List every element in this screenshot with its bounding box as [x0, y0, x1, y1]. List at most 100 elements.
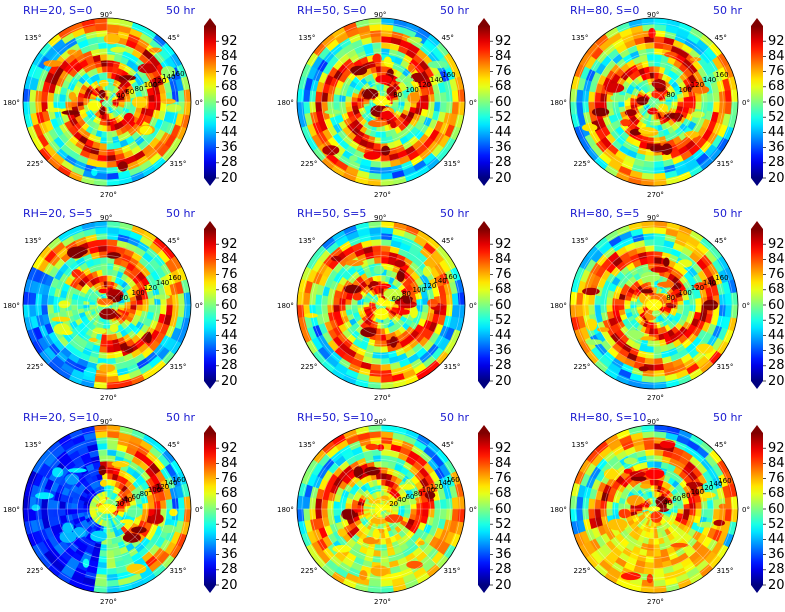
field-patch	[640, 289, 654, 294]
field-cell	[101, 334, 108, 342]
field-patch	[389, 336, 398, 348]
field-cell	[332, 101, 340, 110]
field-cell	[370, 160, 382, 169]
field-patch	[160, 98, 176, 105]
colorbar-gradient	[204, 229, 216, 381]
field-cell	[428, 93, 436, 103]
field-cell	[712, 101, 721, 113]
grid-spoke	[106, 42, 167, 103]
field-cell	[653, 47, 663, 55]
field-cell	[439, 91, 448, 103]
field-cell	[106, 346, 115, 354]
field-cell	[653, 250, 663, 258]
field-patch	[131, 96, 148, 109]
field-cell	[643, 160, 655, 169]
field-patch	[383, 56, 392, 67]
field-cell	[106, 143, 115, 151]
field-patch	[98, 79, 109, 87]
grid-circle	[574, 22, 734, 182]
field-cell	[439, 508, 448, 520]
field-cell	[124, 304, 132, 310]
field-patch	[322, 145, 340, 156]
colorbar-gradient	[204, 433, 216, 585]
colorbar	[204, 221, 219, 389]
field-cell	[326, 93, 334, 103]
grid-circle	[86, 284, 128, 326]
grid-spoke	[47, 245, 108, 306]
field-patch	[410, 72, 425, 83]
field-cell	[410, 508, 418, 515]
grid-circle	[370, 91, 392, 113]
field-cell	[599, 93, 607, 103]
field-patch	[67, 468, 87, 473]
field-cell	[96, 567, 108, 576]
colorbar	[204, 425, 219, 593]
field-patch	[127, 505, 142, 518]
field-patch	[68, 92, 77, 101]
field-cell	[332, 501, 340, 510]
field-cell	[653, 363, 665, 372]
field-cell	[40, 304, 49, 316]
field-cell	[380, 160, 392, 169]
field-cell	[701, 93, 709, 103]
field-cell	[653, 352, 663, 360]
field-cell	[23, 291, 31, 306]
colorbar-extend-min	[478, 585, 490, 593]
field-cell	[98, 250, 108, 258]
field-cell	[375, 131, 382, 139]
field-patch	[650, 266, 669, 273]
grid-circle	[77, 72, 137, 132]
field-cell	[398, 101, 406, 107]
field-cell	[695, 94, 703, 103]
field-patch	[427, 298, 438, 308]
field-patch	[664, 51, 677, 58]
field-patch	[106, 252, 121, 259]
field-cell	[326, 296, 334, 306]
field-cell	[106, 221, 121, 229]
colorbar-extend-max	[204, 18, 216, 26]
grid-circle	[594, 42, 714, 162]
polar-panel-4	[22, 220, 192, 390]
field-cell	[356, 97, 364, 103]
grid-circle	[47, 245, 167, 365]
field-cell	[649, 322, 655, 330]
grid-spoke	[321, 42, 382, 103]
field-cell	[106, 65, 113, 73]
field-patch	[406, 36, 422, 44]
field-patch	[372, 99, 391, 105]
field-patch	[103, 33, 121, 45]
field-cell	[98, 47, 108, 55]
field-cell	[646, 346, 655, 354]
field-cell	[148, 297, 156, 306]
field-patch	[123, 112, 135, 125]
polar-panel-6	[569, 220, 739, 390]
field-cell	[372, 556, 382, 564]
field-cell	[106, 454, 116, 462]
field-cell	[653, 160, 665, 169]
polar-panel-3	[569, 17, 739, 187]
field-patch	[61, 330, 73, 336]
field-cell	[649, 119, 655, 127]
field-patch	[99, 479, 108, 487]
field-cell	[106, 567, 118, 576]
field-cell	[96, 442, 108, 451]
field-cell	[106, 280, 112, 288]
field-cell	[183, 101, 191, 116]
field-heatmap	[297, 18, 465, 186]
field-patch	[390, 121, 397, 129]
field-cell	[380, 35, 392, 44]
field-patch	[137, 63, 158, 74]
field-patch	[691, 111, 705, 118]
field-cell	[344, 503, 352, 510]
field-cell	[52, 93, 60, 103]
field-cell	[82, 504, 90, 510]
field-cell	[332, 304, 340, 313]
field-patch	[604, 83, 625, 93]
field-patch	[119, 519, 134, 524]
field-patch	[651, 79, 666, 89]
colorbar	[478, 221, 493, 389]
field-cell	[380, 460, 389, 468]
field-cell	[101, 131, 108, 139]
field-cell	[671, 101, 679, 107]
field-cell	[106, 149, 116, 157]
